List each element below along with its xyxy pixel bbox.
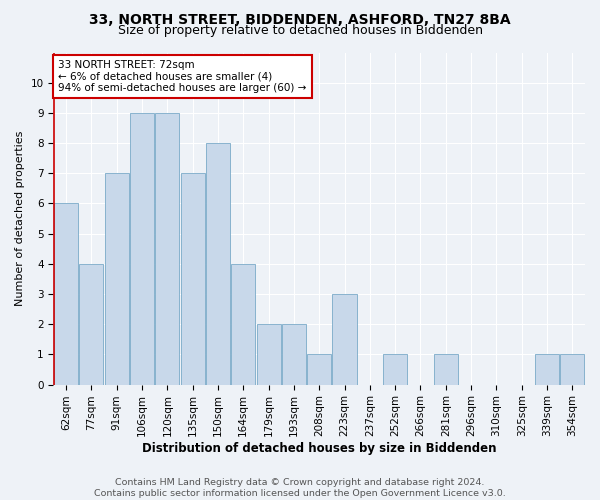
Bar [104, 174, 129, 384]
Text: Size of property relative to detached houses in Biddenden: Size of property relative to detached ho… [118, 24, 482, 37]
Bar [181, 174, 205, 384]
Y-axis label: Number of detached properties: Number of detached properties [15, 131, 25, 306]
Bar [383, 354, 407, 384]
Bar [155, 113, 179, 384]
Bar [231, 264, 255, 384]
Bar [535, 354, 559, 384]
Bar [79, 264, 103, 384]
Bar [257, 324, 281, 384]
Bar [434, 354, 458, 384]
Text: 33, NORTH STREET, BIDDENDEN, ASHFORD, TN27 8BA: 33, NORTH STREET, BIDDENDEN, ASHFORD, TN… [89, 12, 511, 26]
Bar [332, 294, 356, 384]
Bar [560, 354, 584, 384]
Bar [307, 354, 331, 384]
Bar [206, 143, 230, 384]
Text: 33 NORTH STREET: 72sqm
← 6% of detached houses are smaller (4)
94% of semi-detac: 33 NORTH STREET: 72sqm ← 6% of detached … [58, 60, 307, 93]
X-axis label: Distribution of detached houses by size in Biddenden: Distribution of detached houses by size … [142, 442, 496, 455]
Text: Contains HM Land Registry data © Crown copyright and database right 2024.
Contai: Contains HM Land Registry data © Crown c… [94, 478, 506, 498]
Bar [130, 113, 154, 384]
Bar [54, 204, 78, 384]
Bar [282, 324, 306, 384]
